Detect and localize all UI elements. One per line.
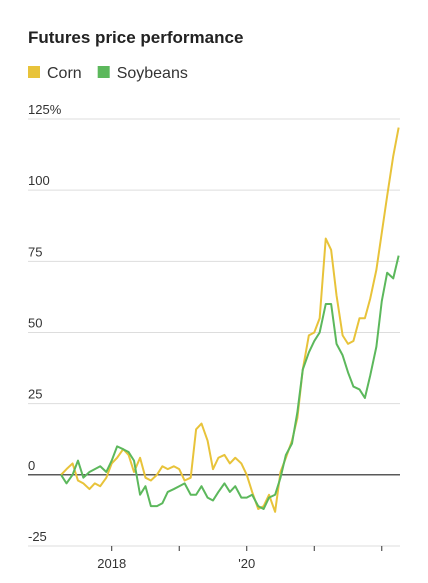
legend-swatch [28,66,40,78]
series-line [60,255,400,510]
series-line [60,127,400,513]
y-tick-label: 75 [28,244,42,259]
y-tick-label: 50 [28,316,42,331]
y-tick-label: 125% [28,102,62,117]
y-tick-label: 0 [28,458,35,473]
legend-swatch [97,66,110,78]
y-tick-label: -25 [28,529,47,544]
x-tick-label: '20 [238,556,255,571]
x-tick-label: 2018 [97,556,126,571]
y-tick-label: 25 [28,387,42,402]
legend-label: Corn [47,65,82,82]
y-tick-label: 100 [28,173,50,188]
chart-title: Futures price performance [28,28,243,47]
legend-label: Soybeans [117,65,188,82]
